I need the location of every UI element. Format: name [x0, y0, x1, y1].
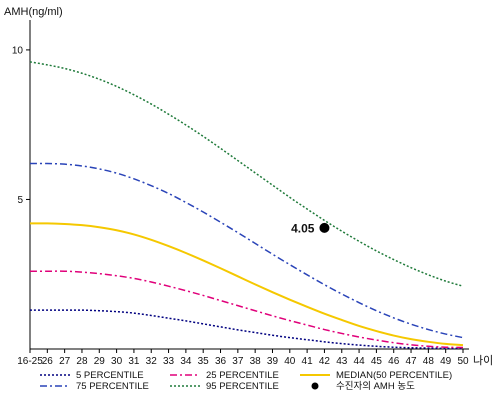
x-tick-label: 44 — [354, 356, 366, 367]
x-tick-label: 41 — [302, 356, 314, 367]
legend-label-5-percentile: 5 PERCENTILE — [76, 370, 144, 381]
x-tick-label: 43 — [336, 356, 348, 367]
x-tick-label: 49 — [440, 356, 452, 367]
series-group — [29, 61, 464, 350]
x-tick-label: 45 — [371, 356, 383, 367]
marker-group: 4.05 — [291, 221, 330, 235]
patient-amh-value-label: 4.05 — [291, 221, 315, 235]
x-tick-label: 47 — [405, 356, 417, 367]
series-line-95-percentile — [29, 61, 464, 287]
y-tick-label: 10 — [12, 45, 24, 56]
y-tick-label: 5 — [17, 195, 23, 206]
x-tick-label: 39 — [267, 356, 279, 367]
x-tick-label: 38 — [250, 356, 262, 367]
x-tick-label: 46 — [388, 356, 400, 367]
x-tick-label: 35 — [198, 356, 210, 367]
legend-swatch-patient-amh — [311, 382, 319, 390]
x-tick-label: 27 — [59, 356, 71, 367]
x-tick-label: 50 — [457, 356, 469, 367]
legend-label-patient-amh: 수진자의 AMH 농도 — [336, 381, 415, 392]
x-tick-label: 42 — [319, 356, 331, 367]
legend: 5 PERCENTILE 25 PERCENTILE MEDIAN(50 PERCE… — [40, 370, 452, 392]
x-tick-label: 40 — [284, 356, 296, 367]
series-line-25-percentile — [30, 270, 464, 349]
patient-amh-marker — [319, 222, 330, 233]
x-axis-title: 나이 — [473, 354, 493, 367]
x-tick-label: 32 — [146, 356, 158, 367]
x-tick-label: 31 — [128, 356, 140, 367]
x-tick-label: 16-25 — [17, 356, 43, 367]
legend-label-25-percentile: 25 PERCENTILE — [206, 370, 279, 381]
x-tick-label: 28 — [76, 356, 88, 367]
x-tick-label: 29 — [94, 356, 106, 367]
x-tick-label: 48 — [423, 356, 435, 367]
series-line-5-percentile — [29, 309, 464, 350]
x-tick-label: 36 — [215, 356, 227, 367]
legend-label-95-percentile: 95 PERCENTILE — [206, 381, 279, 392]
series-line-median-50-percentile — [29, 222, 464, 347]
x-tick-label: 34 — [180, 356, 192, 367]
x-tick-label: 37 — [232, 356, 244, 367]
legend-label-75-percentile: 75 PERCENTILE — [76, 381, 149, 392]
x-tick-label: 33 — [163, 356, 175, 367]
series-line-75-percentile — [29, 162, 464, 339]
y-axis-title: AMH(ng/ml) — [4, 6, 63, 18]
legend-label-median-50-percentile: MEDIAN(50 PERCENTILE) — [336, 370, 452, 381]
x-tick-label: 30 — [111, 356, 123, 367]
x-tick-label: 26 — [42, 356, 54, 367]
